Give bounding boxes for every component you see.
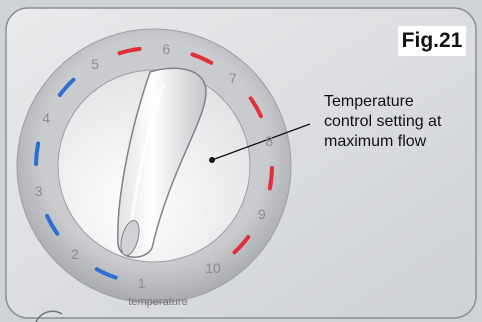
cool-mark (57, 77, 76, 97)
dial-number: 9 (257, 205, 266, 222)
cool-mark (34, 141, 41, 166)
dial-label: temperature (128, 296, 188, 308)
dial-number: 6 (162, 40, 171, 57)
callout-line: Temperature (324, 93, 414, 110)
callout-leader (211, 123, 311, 161)
dial-number: 7 (229, 70, 237, 87)
dial-number: 5 (91, 55, 99, 72)
dial-number: 10 (205, 260, 221, 277)
dial-number: 1 (137, 275, 146, 292)
hot-mark (267, 166, 274, 191)
figure-label: Fig.21 (398, 26, 466, 56)
dial-number: 8 (265, 133, 274, 150)
cool-mark (94, 267, 118, 280)
dial-number: 3 (34, 182, 43, 199)
callout-line: control setting at (324, 113, 442, 130)
callout-text: Temperature control setting at maximum f… (324, 92, 474, 152)
hot-mark (190, 52, 214, 65)
dial-number: 2 (71, 245, 79, 262)
dial-number: 4 (42, 110, 51, 126)
hot-mark (248, 96, 263, 119)
callout-line: maximum flow (324, 133, 427, 150)
dial-marks (34, 46, 274, 280)
hot-mark (117, 46, 142, 56)
screw-hint (35, 310, 63, 322)
dial-knob (117, 67, 207, 258)
hot-mark (232, 235, 251, 255)
cool-mark (45, 213, 60, 236)
callout-dot (209, 157, 215, 163)
